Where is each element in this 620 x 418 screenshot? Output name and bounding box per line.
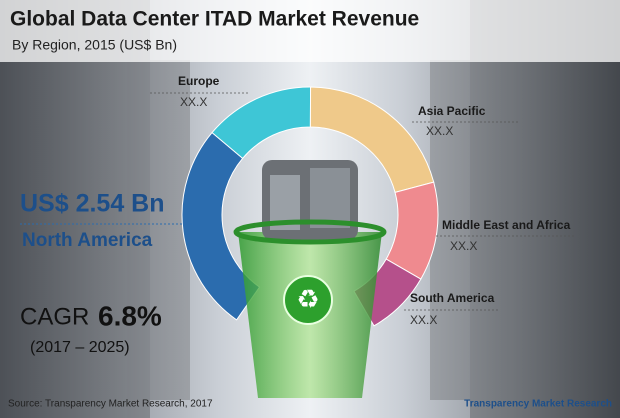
category-label: Middle East and Africa xyxy=(442,218,571,232)
value-label: XX.X xyxy=(450,239,477,253)
cagr-value: 6.8% xyxy=(98,300,162,331)
cagr-label: CAGR xyxy=(20,303,89,330)
category-label: North America xyxy=(22,230,153,251)
trash-can: ♻ xyxy=(233,160,387,398)
logo: Transparency Market Research xyxy=(464,399,612,410)
chart-subtitle: By Region, 2015 (US$ Bn) xyxy=(12,37,177,53)
value-label: US$ 2.54 Bn xyxy=(20,190,165,218)
value-label: XX.X xyxy=(180,95,207,109)
source: Source: Transparency Market Research, 20… xyxy=(8,399,213,410)
chart-title: Global Data Center ITAD Market Revenue xyxy=(10,8,419,31)
value-label: XX.X xyxy=(410,313,437,327)
category-label: South America xyxy=(410,291,495,305)
donut xyxy=(181,86,439,327)
svg-text:♻: ♻ xyxy=(296,284,319,314)
cagr-period: (2017 – 2025) xyxy=(30,339,130,356)
category-label: Europe xyxy=(178,74,220,88)
category-label: Asia Pacific xyxy=(418,104,486,118)
value-label: XX.X xyxy=(426,124,453,138)
title-band xyxy=(0,0,620,62)
